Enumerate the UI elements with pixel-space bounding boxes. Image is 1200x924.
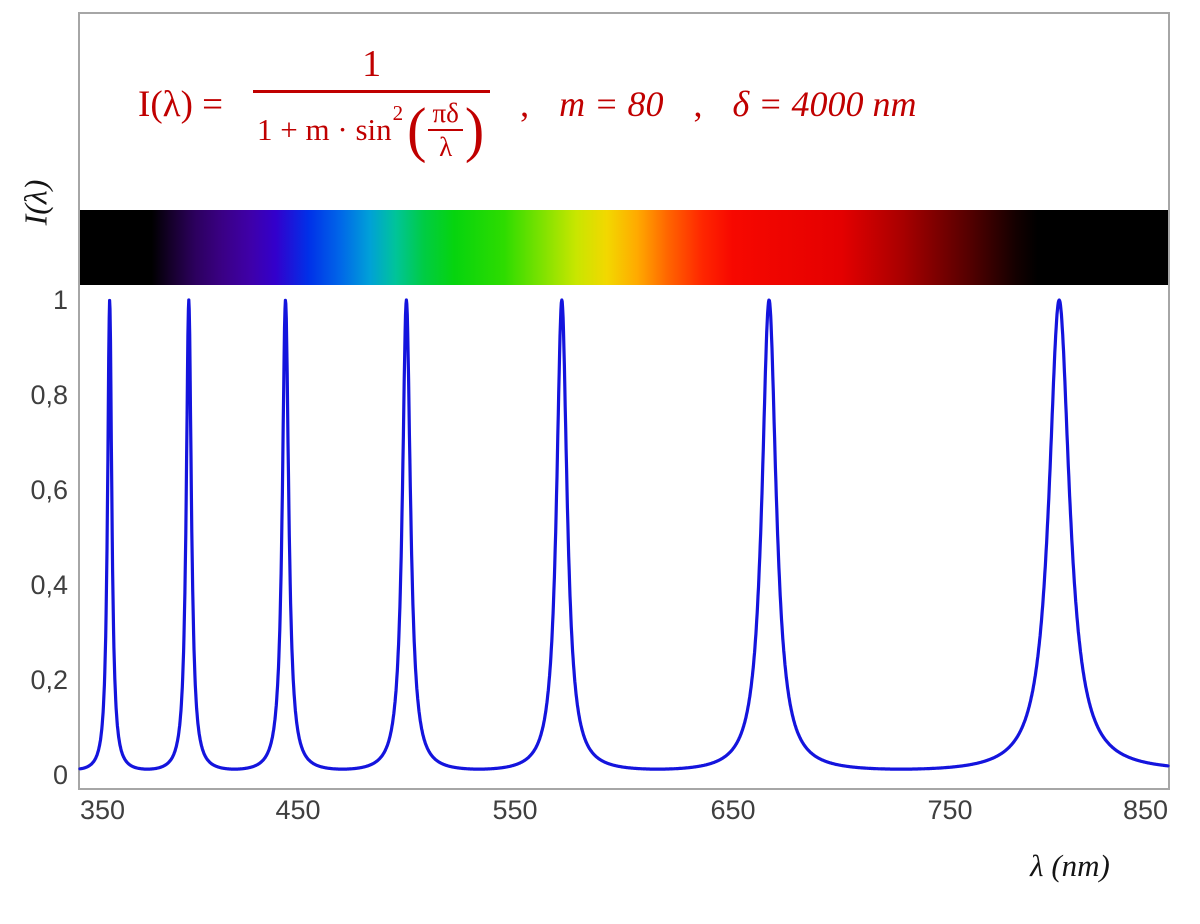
x-tick-label: 850	[1122, 795, 1168, 825]
x-tick-label: 350	[80, 795, 126, 825]
x-tick-label: 650	[710, 795, 756, 825]
sin-exponent: 2	[392, 101, 404, 126]
x-tick-label: 550	[492, 795, 538, 825]
y-tick-label: 0,6	[30, 475, 68, 505]
fraction-bar	[253, 90, 491, 94]
x-axis-title: λ (nm)	[1030, 848, 1110, 883]
x-tick-label: 450	[275, 795, 321, 825]
denominator-prefix: 1 + m · sin	[257, 112, 392, 148]
open-paren: (	[407, 95, 427, 164]
param-m: m = 80	[559, 84, 664, 124]
separator-comma-2: ,	[693, 84, 703, 124]
inner-fraction: πδ λ	[428, 98, 463, 163]
y-tick-label: 0,4	[30, 570, 68, 600]
visible-spectrum-bar	[80, 210, 1168, 285]
y-axis-title: I(λ)	[17, 179, 54, 226]
y-tick-label: 0,2	[30, 665, 68, 695]
separator-comma-1: ,	[520, 84, 530, 124]
y-tick-label: 0	[52, 760, 68, 790]
y-tick-label: 0,8	[30, 380, 68, 410]
formula-denominator: 1 + m · sin 2 ( πδ λ )	[253, 97, 490, 164]
param-delta: δ = 4000 nm	[732, 84, 917, 124]
formula-numerator: 1	[362, 43, 382, 86]
y-tick-label: 1	[52, 285, 68, 315]
inner-denominator: λ	[439, 132, 453, 163]
formula-main-fraction: 1 1 + m · sin 2 ( πδ λ )	[253, 43, 491, 164]
title-formula: I(λ) = 1 1 + m · sin 2 ( πδ λ ) , m = 80…	[138, 26, 916, 182]
inner-numerator: πδ	[432, 98, 459, 129]
close-paren: )	[464, 95, 485, 164]
inner-fraction-bar	[428, 129, 463, 132]
formula-lhs: I(λ) =	[138, 83, 224, 125]
x-tick-label: 750	[927, 795, 973, 825]
